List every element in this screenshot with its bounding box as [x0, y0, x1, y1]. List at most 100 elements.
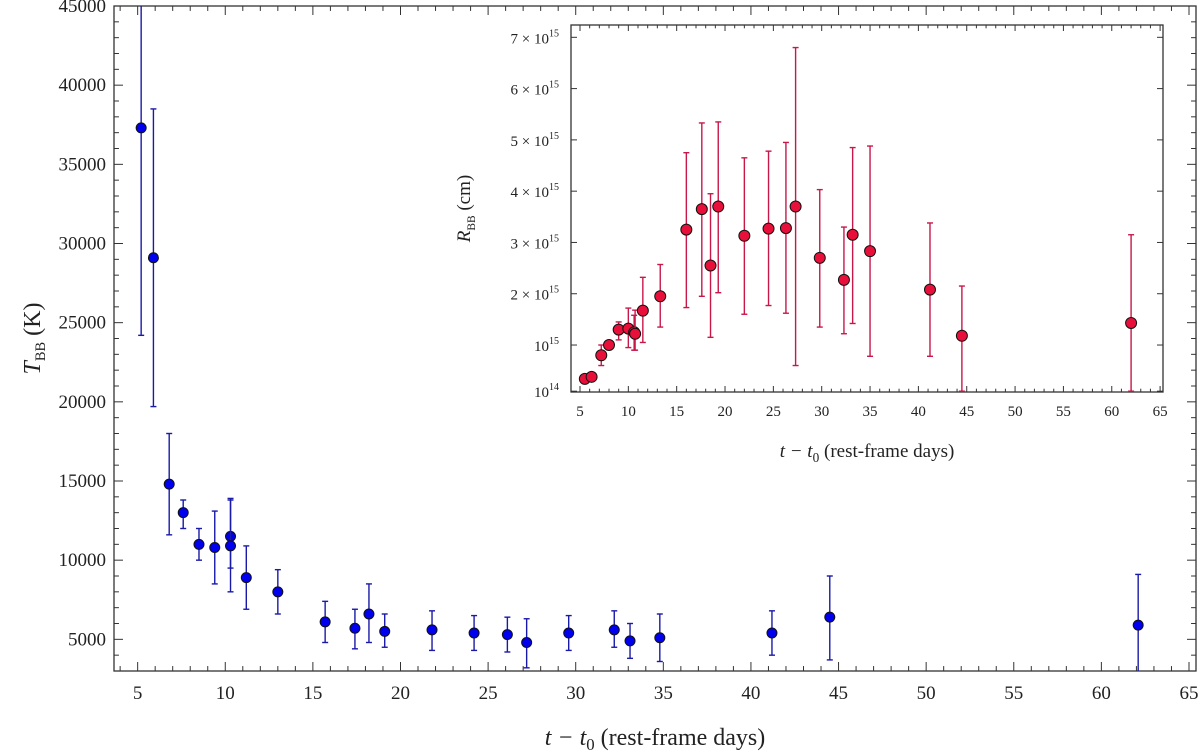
x-axis-label-main: t − t	[545, 725, 588, 751]
data-point	[846, 228, 859, 241]
x-tick-label: 20	[391, 683, 410, 704]
x-tick-label: 30	[566, 683, 585, 704]
data-point	[762, 222, 775, 235]
data-point	[766, 627, 778, 639]
y-tick-label: 1015	[534, 336, 559, 355]
plot-frame	[570, 24, 1164, 393]
y-tick-mantissa: 6 ×	[511, 83, 534, 99]
y-axis-label-main: T	[20, 359, 46, 374]
y-axis-label-sub: BB	[466, 215, 478, 231]
x-tick-label: 25	[766, 404, 781, 420]
y-tick-base: 10	[534, 236, 549, 252]
x-tick-label: 45	[829, 683, 848, 704]
x-tick-label: 40	[741, 683, 760, 704]
y-axis-label-rest: (cm)	[454, 175, 475, 216]
y-tick-label: 5000	[68, 629, 106, 650]
y-tick-exponent: 15	[549, 80, 559, 91]
x-tick-label: 10	[621, 404, 636, 420]
data-point	[209, 542, 221, 553]
data-point	[563, 627, 575, 639]
y-tick-exponent: 14	[549, 382, 559, 393]
y-tick-exponent: 15	[549, 233, 559, 244]
x-tick-label: 65	[1153, 404, 1168, 420]
y-tick-label: 7 × 1015	[511, 28, 559, 47]
y-tick-base: 10	[534, 31, 549, 47]
y-tick-base: 10	[534, 339, 549, 355]
data-point	[837, 273, 850, 286]
y-tick-label: 1014	[534, 382, 559, 401]
data-point	[654, 290, 667, 303]
x-axis-label-sub: 0	[586, 735, 594, 753]
x-tick-label: 65	[1179, 683, 1198, 704]
data-point	[319, 616, 331, 628]
y-tick-mantissa: 2 ×	[511, 288, 534, 304]
y-tick-exponent: 15	[549, 131, 559, 142]
y-tick-label: 20000	[59, 392, 107, 413]
data-point	[177, 507, 189, 519]
data-point	[636, 304, 649, 317]
data-point	[147, 252, 159, 264]
y-tick-exponent: 15	[549, 285, 559, 296]
x-axis-label: t − t0 (rest-frame days)	[545, 725, 766, 753]
y-tick-label: 5 × 1015	[511, 131, 559, 150]
data-point	[602, 339, 615, 352]
x-tick-label: 5	[133, 683, 143, 704]
x-tick-label: 40	[911, 404, 926, 420]
data-point	[240, 572, 252, 584]
x-tick-label: 60	[1092, 683, 1111, 704]
y-axis-label-main: R	[454, 230, 475, 243]
data-point	[680, 223, 693, 236]
y-tick-label: 40000	[59, 75, 107, 96]
y-axis-label: RBB (cm)	[454, 175, 478, 243]
data-point	[521, 637, 533, 648]
data-point	[704, 259, 717, 272]
y-tick-base: 10	[534, 134, 549, 150]
x-axis-label-rest: (rest-frame days)	[819, 441, 954, 462]
x-axis-label-rest: (rest-frame days)	[595, 725, 766, 751]
y-tick-exponent: 15	[549, 182, 559, 193]
data-point	[163, 478, 175, 490]
data-point	[468, 627, 480, 639]
data-point	[923, 283, 936, 296]
y-tick-base: 10	[534, 288, 549, 304]
x-tick-label: 45	[959, 404, 974, 420]
data-point	[272, 586, 284, 598]
data-point	[426, 624, 438, 636]
y-tick-base: 10	[534, 83, 549, 99]
y-axis-label-rest: (K)	[20, 303, 46, 342]
y-tick-base: 10	[534, 385, 549, 401]
x-tick-label: 20	[718, 404, 733, 420]
x-axis-label: t − t0 (rest-frame days)	[780, 441, 955, 465]
data-point	[225, 540, 237, 552]
x-axis-label-main: t − t	[780, 441, 814, 462]
y-axis-label: TBB (K)	[20, 303, 49, 375]
x-tick-label: 25	[479, 683, 498, 704]
data-point	[1132, 619, 1144, 631]
data-point	[789, 200, 802, 213]
data-point	[712, 200, 725, 213]
data-series	[135, 6, 1144, 671]
y-tick-label: 10000	[59, 550, 107, 571]
x-tick-label: 60	[1104, 404, 1119, 420]
x-tick-label: 15	[669, 404, 684, 420]
data-point	[624, 635, 636, 647]
data-point	[654, 632, 666, 644]
data-point	[779, 222, 792, 235]
y-tick-label: 4 × 1015	[511, 182, 559, 201]
data-point	[585, 370, 598, 383]
y-tick-exponent: 15	[549, 336, 559, 347]
x-tick-label: 10	[216, 683, 235, 704]
x-tick-label: 30	[814, 404, 829, 420]
data-point	[379, 625, 391, 637]
y-tick-label: 45000	[59, 0, 107, 17]
y-axis-label-sub: BB	[33, 342, 49, 361]
y-tick-label: 15000	[59, 471, 107, 492]
data-point	[595, 349, 608, 362]
y-tick-label: 6 × 1015	[511, 80, 559, 99]
y-tick-exponent: 15	[549, 28, 559, 39]
data-point	[135, 122, 147, 134]
data-point	[955, 329, 968, 342]
x-tick-label: 55	[1056, 404, 1071, 420]
y-tick-mantissa: 4 ×	[511, 185, 534, 201]
